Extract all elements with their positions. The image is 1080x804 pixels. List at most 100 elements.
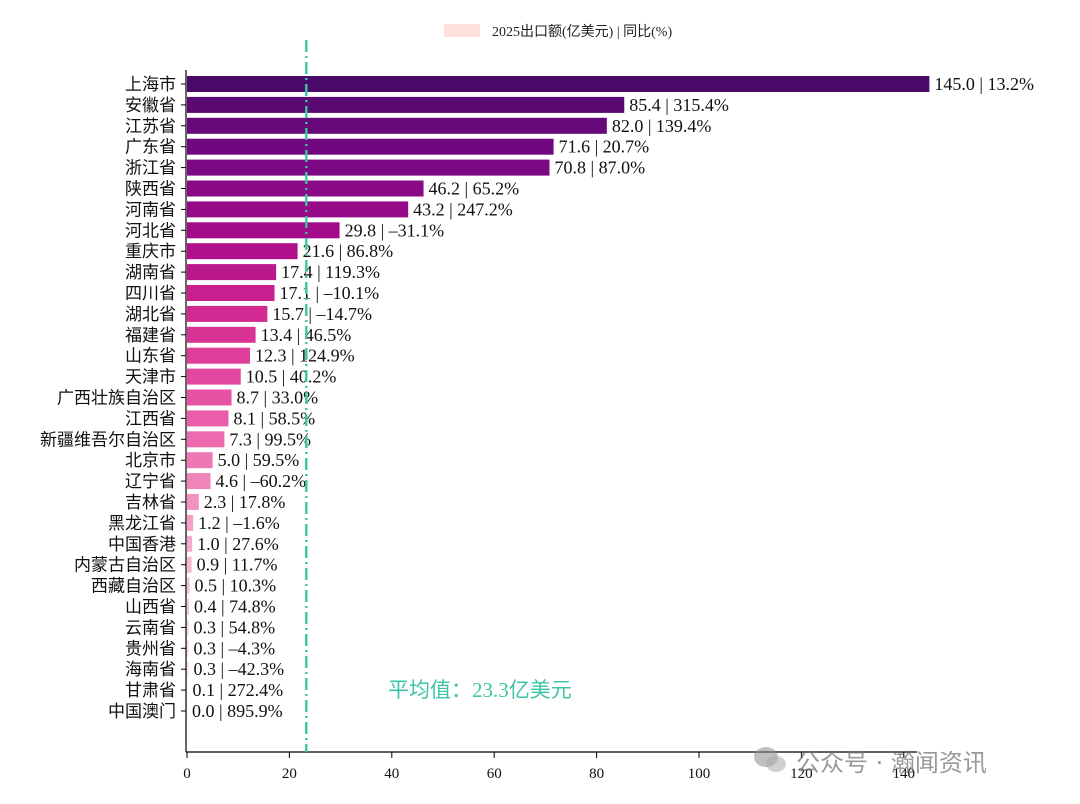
bar [187, 494, 199, 510]
category-label: 河南省 [125, 200, 176, 219]
category-label: 重庆市 [125, 242, 176, 261]
category-label: 陕西省 [125, 180, 176, 199]
data-label: 82.0 | 139.4% [612, 116, 712, 136]
category-label: 贵州省 [125, 639, 176, 658]
data-label: 4.6 | –60.2% [216, 471, 307, 491]
bar [187, 703, 188, 719]
category-label: 云南省 [125, 618, 176, 637]
bar [187, 640, 189, 657]
legend-label: 2025出口额(亿美元) | 同比(%) [492, 24, 672, 40]
bar [187, 326, 256, 343]
data-label: 17.4 | 119.3% [281, 262, 380, 282]
category-label: 西藏自治区 [91, 577, 176, 596]
category-label: 广西壮族自治区 [57, 389, 176, 408]
category-label: 天津市 [125, 368, 176, 387]
category-label: 安徽省 [125, 96, 176, 115]
data-label: 0.4 | 74.8% [194, 597, 276, 617]
category-label: 四川省 [125, 284, 176, 303]
data-label: 8.1 | 58.5% [233, 408, 315, 428]
category-label: 上海市 [125, 75, 176, 94]
bar [187, 76, 930, 92]
data-label: 15.7 | –14.7% [272, 304, 372, 324]
legend: 2025出口额(亿美元) | 同比(%) [444, 24, 672, 40]
data-label: 2.3 | 17.8% [204, 492, 286, 512]
category-label: 吉林省 [125, 493, 176, 512]
data-label: 0.1 | 272.4% [193, 680, 284, 700]
data-label: 1.2 | –1.6% [198, 513, 280, 533]
bar [187, 514, 194, 531]
category-label: 辽宁省 [125, 472, 176, 491]
x-tick-label: 60 [487, 766, 502, 782]
category-label: 黑龙江省 [108, 514, 176, 533]
data-label: 71.6 | 20.7% [559, 137, 650, 157]
bar [187, 535, 193, 552]
category-label: 中国香港 [108, 535, 176, 554]
data-label: 0.0 | 895.9% [192, 701, 283, 721]
category-label: 山东省 [125, 347, 176, 366]
x-tick-label: 0 [183, 766, 191, 782]
legend-swatch [444, 24, 480, 37]
data-label: 1.0 | 27.6% [197, 534, 279, 554]
bar [187, 201, 409, 218]
bar [187, 556, 192, 573]
data-label: 7.3 | 99.5% [229, 429, 311, 449]
category-label: 湖南省 [125, 263, 176, 282]
average-line-group: 平均值：23.3亿美元 [305, 40, 572, 752]
x-axis [185, 70, 917, 753]
bar [187, 431, 225, 448]
data-label: 5.0 | 59.5% [218, 450, 300, 470]
bar [187, 452, 213, 469]
bar [187, 410, 229, 427]
bar [187, 159, 550, 176]
x-ticks: 0 20 40 60 80 100 120 140 [183, 752, 915, 782]
category-label: 江苏省 [125, 117, 176, 136]
category-label: 广东省 [125, 138, 176, 157]
data-label: 29.8 | –31.1% [345, 220, 445, 240]
x-tick-label: 120 [790, 766, 813, 782]
data-label: 8.7 | 33.0% [237, 388, 319, 408]
data-label: 0.3 | –4.3% [194, 638, 276, 658]
data-label: 43.2 | 247.2% [413, 199, 513, 219]
data-label: 145.0 | 13.2% [934, 74, 1034, 94]
bar [187, 264, 277, 281]
category-label: 甘肃省 [125, 681, 176, 700]
data-label: 12.3 | 124.9% [255, 346, 355, 366]
average-label: 平均值：23.3亿美元 [388, 678, 572, 702]
bar [187, 305, 268, 322]
data-label: 0.3 | 54.8% [194, 617, 276, 637]
data-label: 17.1 | –10.1% [280, 283, 380, 303]
category-label: 河北省 [125, 221, 176, 240]
bar [187, 347, 250, 364]
category-label: 中国澳门 [108, 702, 176, 721]
category-label: 北京市 [125, 451, 176, 470]
data-label: 21.6 | 86.8% [303, 241, 394, 261]
data-label: 10.5 | 40.2% [246, 367, 337, 387]
x-tick-label: 100 [688, 766, 711, 782]
bar [187, 138, 554, 155]
category-label: 山西省 [125, 598, 176, 617]
x-tick-label: 140 [893, 766, 916, 782]
bar [187, 661, 189, 678]
x-tick-label: 20 [282, 766, 297, 782]
category-label: 江西省 [125, 409, 176, 428]
category-label: 新疆维吾尔自治区 [40, 430, 176, 449]
bars [187, 76, 930, 719]
bar [187, 285, 275, 301]
x-tick-label: 80 [589, 766, 604, 782]
data-label: 70.8 | 87.0% [554, 158, 645, 178]
bar [187, 96, 625, 113]
x-tick-label: 40 [384, 766, 399, 782]
category-label: 福建省 [125, 326, 176, 345]
data-label: 0.3 | –42.3% [194, 659, 285, 679]
category-label: 浙江省 [125, 159, 176, 178]
bar [187, 473, 211, 490]
bar [187, 682, 188, 699]
bar [187, 619, 189, 636]
bar [187, 389, 232, 406]
category-label: 湖北省 [125, 305, 176, 324]
data-label: 0.9 | 11.7% [197, 555, 278, 575]
bar [187, 222, 340, 239]
bar [187, 598, 190, 615]
